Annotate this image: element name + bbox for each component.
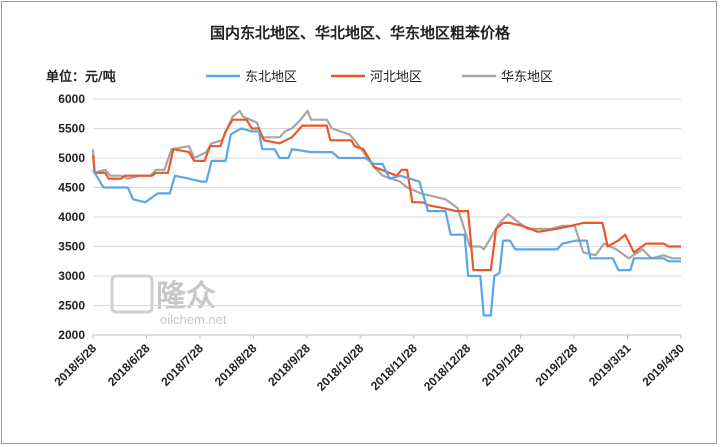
x-tick-label: 2018/5/28 xyxy=(51,341,99,389)
y-tick-label: 3500 xyxy=(58,240,85,254)
y-tick-label: 6000 xyxy=(58,92,85,106)
series-line-0 xyxy=(92,127,681,317)
x-tick-label: 2018/7/28 xyxy=(158,341,206,389)
x-tick-label: 2019/3/31 xyxy=(586,341,634,389)
legend-label: 河北地区 xyxy=(370,70,422,85)
x-tick-label: 2019/1/28 xyxy=(479,341,527,389)
watermark-logo: 隆众 oilchem.net xyxy=(110,274,227,327)
legend-label: 东北地区 xyxy=(245,70,297,85)
watermark-en: oilchem.net xyxy=(160,312,227,327)
y-tick-label: 2500 xyxy=(58,299,85,313)
series-line-1 xyxy=(91,118,681,272)
x-axis-ticks: 2018/5/28 2018/6/28 2018/7/28 2018/8/28 2018… xyxy=(51,335,687,394)
y-tick-label: 3000 xyxy=(58,269,85,283)
grid-lines xyxy=(93,98,681,336)
y-tick-label: 4500 xyxy=(58,181,85,195)
x-tick-label: 2018/12/28 xyxy=(421,341,474,394)
series-line-2 xyxy=(91,109,681,260)
unit-label: 单位：元/吨 xyxy=(46,69,116,85)
x-tick-label: 2018/10/28 xyxy=(314,341,367,394)
y-tick-label: 5500 xyxy=(58,122,85,136)
x-tick-label: 2018/6/28 xyxy=(105,341,153,389)
x-tick-label: 2018/11/28 xyxy=(368,341,420,393)
y-axis-ticks: 6000 5500 5000 4500 4000 3500 3000 2500 2000 xyxy=(58,92,85,342)
logo-box xyxy=(110,274,154,314)
y-tick-label: 4000 xyxy=(58,210,85,224)
watermark-cn: 隆众 xyxy=(156,279,216,314)
y-tick-label: 5000 xyxy=(58,151,85,165)
x-tick-label: 2018/9/28 xyxy=(265,341,313,389)
x-tick-label: 2018/8/28 xyxy=(212,341,260,389)
x-tick-label: 2019/4/30 xyxy=(639,341,687,389)
x-tick-label: 2019/2/28 xyxy=(533,341,581,389)
chart-title: 国内东北地区、华北地区、华东地区粗苯价格 xyxy=(210,24,511,42)
y-tick-label: 2000 xyxy=(58,328,85,342)
series-lines xyxy=(91,109,681,317)
legend: 东北地区 河北地区 华东地区 xyxy=(206,70,553,85)
legend-label: 华东地区 xyxy=(501,70,553,85)
